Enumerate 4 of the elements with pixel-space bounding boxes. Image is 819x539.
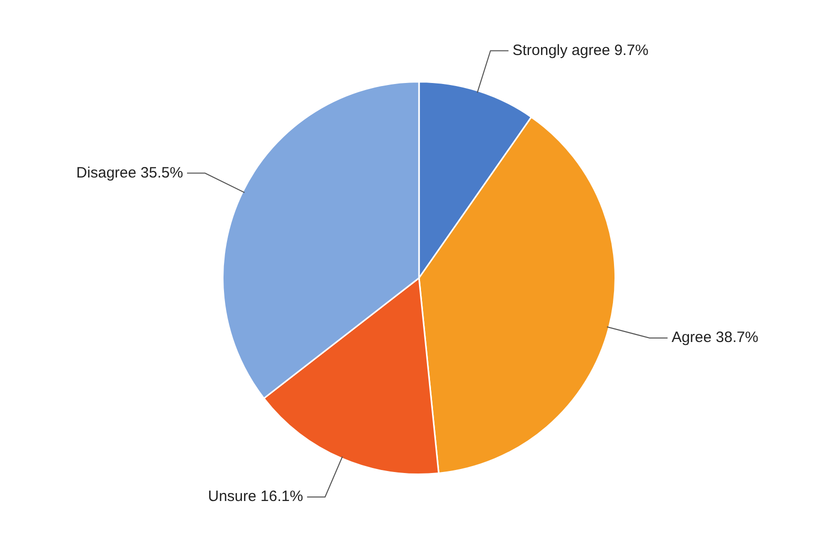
slice-label: Agree 38.7% <box>672 329 758 346</box>
slice-label: Disagree 35.5% <box>76 164 184 182</box>
slice-label: Strongly agree 9.7% <box>512 42 648 59</box>
slice-label: Unsure 16.1% <box>208 488 304 506</box>
